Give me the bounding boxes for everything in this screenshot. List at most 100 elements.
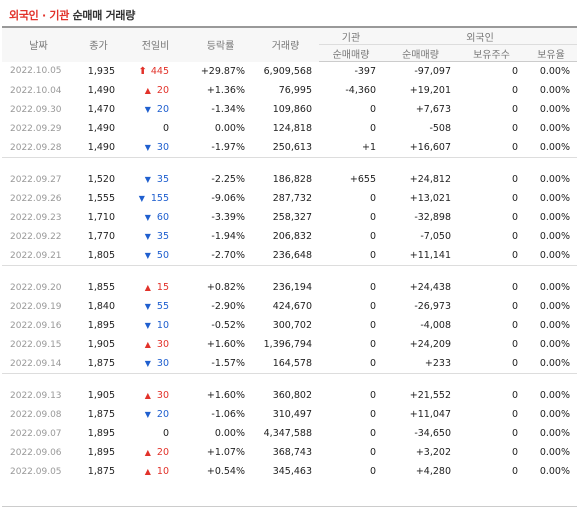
header-rate: 등락률 bbox=[189, 26, 252, 62]
date-cell: 2022.09.05 bbox=[10, 466, 62, 477]
change-cell: ▼ 35 bbox=[122, 227, 189, 246]
date-cell: 2022.09.26 bbox=[10, 193, 62, 204]
header-foreign-hold: 보유주수 bbox=[458, 44, 525, 62]
foreign-net-cell: +11,047 bbox=[409, 409, 451, 420]
upper-limit-arrow-icon: ⬆ bbox=[138, 65, 147, 77]
foreign-ratio-cell: 0.00% bbox=[539, 231, 570, 242]
close-cell: 1,520 bbox=[87, 174, 115, 185]
foreign-net-cell: +24,812 bbox=[409, 174, 451, 185]
up-triangle-icon: ▲ bbox=[144, 448, 151, 457]
inst-net-cell: 0 bbox=[369, 193, 376, 204]
close-cell: 1,805 bbox=[87, 250, 115, 261]
change-cell: 0 bbox=[122, 119, 189, 138]
table-row: 2022.09.06 1,895 ▲ 20 +1.07% 368,743 0 +3,202 0 0… bbox=[2, 443, 577, 462]
foreign-net-cell: -26,973 bbox=[414, 301, 451, 312]
down-triangle-icon: ▼ bbox=[144, 251, 151, 260]
volume-cell: 206,832 bbox=[272, 231, 312, 242]
inst-net-cell: +1 bbox=[361, 142, 376, 153]
close-cell: 1,840 bbox=[87, 301, 115, 312]
group-divider bbox=[2, 157, 577, 158]
table-row: 2022.09.15 1,905 ▲ 30 +1.60% 1,396,794 0 +24,20… bbox=[2, 335, 577, 354]
section-title: 외국인 · 기관 순매매 거래량 bbox=[9, 7, 135, 23]
foreign-hold-cell: 0 bbox=[511, 212, 518, 223]
date-cell: 2022.09.22 bbox=[10, 231, 62, 242]
close-cell: 1,895 bbox=[87, 428, 115, 439]
foreign-ratio-cell: 0.00% bbox=[539, 282, 570, 293]
table-row: 2022.09.29 1,490 0 0.00% 124,818 0 -508 0 0.00% bbox=[2, 119, 577, 138]
header-foreign-net: 순매매량 bbox=[383, 44, 458, 62]
foreign-ratio-cell: 0.00% bbox=[539, 320, 570, 331]
foreign-net-cell: +11,141 bbox=[409, 250, 451, 261]
foreign-hold-cell: 0 bbox=[511, 142, 518, 153]
rate-cell: -1.34% bbox=[211, 104, 245, 115]
date-cell: 2022.09.20 bbox=[10, 282, 62, 293]
change-cell: ▼ 30 bbox=[122, 138, 189, 158]
group-spacer bbox=[2, 158, 577, 170]
foreign-net-cell: -34,650 bbox=[414, 428, 451, 439]
foreign-hold-cell: 0 bbox=[511, 231, 518, 242]
header-inst-net: 순매매량 bbox=[319, 44, 383, 62]
foreign-ratio-cell: 0.00% bbox=[539, 466, 570, 477]
rate-cell: +1.07% bbox=[206, 447, 245, 458]
date-cell: 2022.09.27 bbox=[10, 174, 62, 185]
change-value: 60 bbox=[156, 212, 169, 223]
change-value: 155 bbox=[150, 193, 169, 204]
up-triangle-icon: ▲ bbox=[144, 391, 151, 400]
foreign-net-cell: +13,021 bbox=[409, 193, 451, 204]
table-row: 2022.09.26 1,555 ▼ 155 -9.06% 287,732 0 +13,021… bbox=[2, 189, 577, 208]
rate-cell: -1.97% bbox=[211, 142, 245, 153]
table-row: 2022.09.19 1,840 ▼ 55 -2.90% 424,670 0 -26,973 0… bbox=[2, 297, 577, 316]
foreign-net-cell: -4,008 bbox=[420, 320, 451, 331]
change-value: 35 bbox=[156, 231, 169, 242]
close-cell: 1,490 bbox=[87, 142, 115, 153]
date-cell: 2022.09.13 bbox=[10, 390, 62, 401]
foreign-net-cell: +7,673 bbox=[415, 104, 451, 115]
rate-cell: -3.39% bbox=[211, 212, 245, 223]
foreign-net-cell: +3,202 bbox=[415, 447, 451, 458]
foreign-net-cell: +4,280 bbox=[415, 466, 451, 477]
table-row: 2022.09.13 1,905 ▲ 30 +1.60% 360,802 0 +21,552 0… bbox=[2, 386, 577, 405]
volume-cell: 76,995 bbox=[278, 85, 312, 96]
header-institution: 기관 bbox=[319, 26, 383, 45]
table-row: 2022.09.20 1,855 ▲ 15 +0.82% 236,194 0 +24,438 0… bbox=[2, 278, 577, 297]
table-row: 2022.09.05 1,875 ▲ 10 +0.54% 345,463 0 +4,280 0 0… bbox=[2, 462, 577, 481]
change-value: 20 bbox=[156, 447, 169, 458]
change-cell: ▲ 10 bbox=[122, 462, 189, 481]
table-row: 2022.09.21 1,805 ▼ 50 -2.70% 236,648 0 +11,141 0… bbox=[2, 246, 577, 266]
change-value: 20 bbox=[156, 409, 169, 420]
date-cell: 2022.09.21 bbox=[10, 250, 62, 261]
foreign-ratio-cell: 0.00% bbox=[539, 142, 570, 153]
table-bottom-border bbox=[2, 506, 577, 507]
volume-cell: 345,463 bbox=[272, 466, 312, 477]
change-cell: 0 bbox=[122, 424, 189, 443]
close-cell: 1,895 bbox=[87, 447, 115, 458]
change-value: 30 bbox=[156, 390, 169, 401]
table-row: 2022.09.08 1,875 ▼ 20 -1.06% 310,497 0 +11,047 0… bbox=[2, 405, 577, 424]
change-cell: ▲ 30 bbox=[122, 335, 189, 354]
foreign-hold-cell: 0 bbox=[511, 85, 518, 96]
change-cell: ▲ 20 bbox=[122, 443, 189, 462]
down-triangle-icon: ▼ bbox=[144, 302, 151, 311]
foreign-net-cell: +19,201 bbox=[409, 85, 451, 96]
table-row: 2022.09.30 1,470 ▼ 20 -1.34% 109,860 0 +7,673 0 0… bbox=[2, 100, 577, 119]
down-triangle-icon: ▼ bbox=[144, 143, 151, 152]
foreign-ratio-cell: 0.00% bbox=[539, 212, 570, 223]
rate-cell: 0.00% bbox=[214, 123, 245, 134]
rate-cell: +0.82% bbox=[206, 282, 245, 293]
up-triangle-icon: ▲ bbox=[144, 340, 151, 349]
down-triangle-icon: ▼ bbox=[144, 213, 151, 222]
up-triangle-icon: ▲ bbox=[144, 467, 151, 476]
foreign-ratio-cell: 0.00% bbox=[539, 250, 570, 261]
volume-cell: 124,818 bbox=[272, 123, 312, 134]
foreign-hold-cell: 0 bbox=[511, 282, 518, 293]
close-cell: 1,895 bbox=[87, 320, 115, 331]
rate-cell: 0.00% bbox=[214, 428, 245, 439]
date-cell: 2022.10.05 bbox=[10, 66, 62, 77]
change-value: 55 bbox=[156, 301, 169, 312]
change-cell: ▲ 15 bbox=[122, 278, 189, 297]
down-triangle-icon: ▼ bbox=[144, 359, 151, 368]
volume-cell: 250,613 bbox=[272, 142, 312, 153]
inst-net-cell: 0 bbox=[369, 358, 376, 369]
foreign-ratio-cell: 0.00% bbox=[539, 390, 570, 401]
close-cell: 1,935 bbox=[87, 65, 115, 77]
